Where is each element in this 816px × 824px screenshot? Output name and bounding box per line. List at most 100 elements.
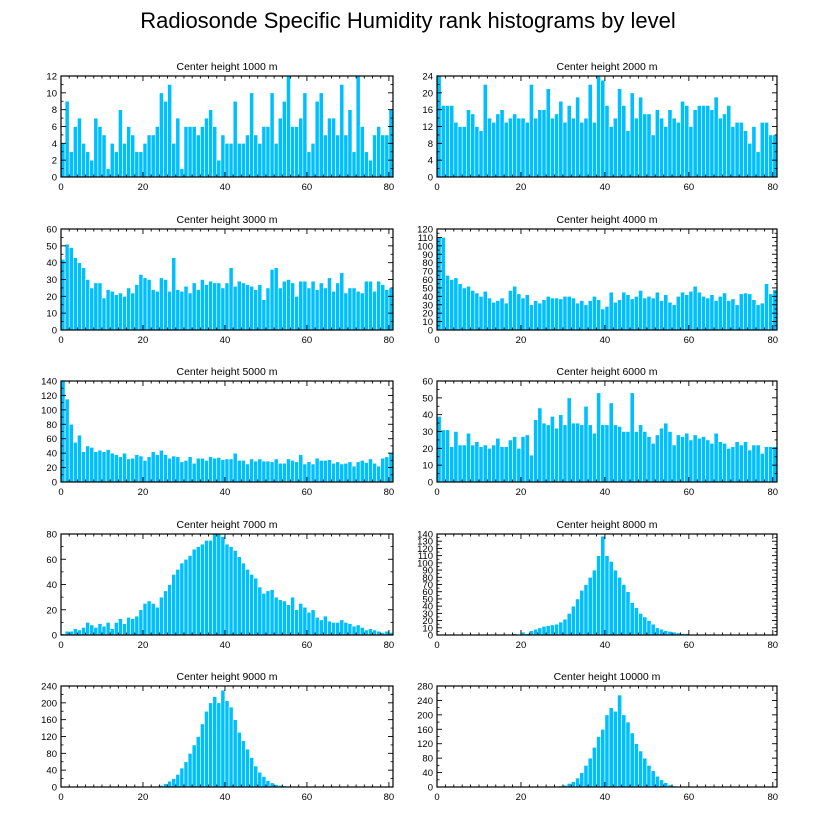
histogram-bar [232,452,238,483]
histogram-bar [134,151,140,178]
histogram-bar [245,748,250,788]
histogram-bar [191,744,197,788]
histogram-bar [175,569,181,636]
x-tick-label: 40 [600,335,611,346]
histogram-bar [533,117,539,178]
histogram-bar [298,117,304,178]
histogram-bar [376,465,382,483]
histogram-bar [265,287,271,331]
histogram-bar [195,134,201,178]
histogram-bar [675,434,681,483]
histogram-bar [772,446,778,483]
histogram-bar [512,285,518,331]
histogram-bar [89,624,95,636]
panel-title: Center height 1000 m [177,61,278,73]
histogram-bar [730,126,736,178]
histogram-bar [126,287,131,331]
histogram-bar [187,292,193,331]
histogram-bar [154,454,160,483]
histogram-bar [764,446,769,483]
histogram-bar [713,96,719,178]
histogram-bar [81,451,86,483]
x-tick-label: 0 [434,792,439,803]
histogram-bar [499,446,505,483]
histogram-bar [747,293,753,331]
histogram-bar [625,294,631,331]
histogram-bar [368,458,373,483]
histogram-bar [495,113,501,178]
histogram-bar [257,458,263,483]
histogram-bar [659,300,664,331]
y-tick-label: 100 [41,405,57,416]
histogram-bar [587,424,593,483]
histogram-bar [89,159,95,178]
histogram-bar [331,622,336,636]
histogram-bar [212,533,218,636]
histogram-bar [150,451,156,483]
histogram-bar [159,596,164,636]
histogram-bar [327,117,332,178]
histogram-bar [204,284,209,331]
x-tick-label: 80 [768,335,779,346]
histogram-bar [359,627,365,636]
histogram-bar [200,457,205,483]
histogram-bar [241,460,246,483]
histogram-bar [314,617,320,636]
x-tick-label: 0 [434,335,439,346]
y-tick-label: 70 [422,267,433,278]
histogram-bar [550,416,555,483]
histogram-bar [179,767,185,788]
histogram-bar [709,109,715,178]
histogram-bar [482,290,488,331]
histogram-bar [318,460,324,483]
histogram-bar [212,457,218,483]
y-tick-label: 120 [41,732,57,743]
histogram-bar [638,96,643,178]
histogram-bar [730,298,736,331]
histogram-bar [191,282,197,331]
histogram-bar [608,561,614,636]
histogram-bar [101,625,107,636]
histogram-bar [726,105,732,178]
histogram-bar [738,293,744,331]
histogram-bar [318,282,324,331]
histogram-bar [646,296,652,331]
histogram-bar [81,267,86,331]
histogram-bar [587,84,593,178]
histogram-bar [617,88,622,178]
histogram-bar [491,301,497,331]
histogram-bar [596,392,602,483]
histogram-bar [277,287,283,331]
histogram-bar [717,441,723,483]
histogram-bar [495,300,501,331]
x-tick-label: 0 [434,182,439,193]
histogram-bar [77,629,82,636]
histogram-bar [562,424,568,483]
y-tick-label: 60 [422,275,433,286]
histogram-bar [93,282,99,331]
histogram-bar [541,299,547,331]
histogram-bar [187,456,193,483]
histogram-bar [503,446,509,483]
histogram-bar [372,462,377,483]
histogram-bar [600,79,606,178]
histogram-bar [298,280,304,331]
histogram-bar [245,134,250,178]
histogram-bar [265,780,271,788]
histogram-bar [253,577,259,636]
histogram-bar [68,247,74,331]
histogram-bar [142,603,148,636]
histogram-panel: Center height 9000 m 0 20 40 60 80 0 40 80 120 160… [41,671,394,803]
histogram-bar [579,772,585,788]
histogram-bar [351,625,357,636]
histogram-bar [130,457,136,483]
y-tick-label: 0 [428,631,433,642]
histogram-bar [533,628,539,636]
histogram-bar [200,126,205,178]
y-tick-label: 8 [428,139,433,150]
histogram-bar [722,113,727,178]
histogram-bar [579,121,585,178]
histogram-bar [163,590,168,636]
histogram-panel: Center height 10000 m 0 20 40 60 80 0 40 80 120 16… [417,671,778,803]
x-tick-label: 20 [138,182,149,193]
